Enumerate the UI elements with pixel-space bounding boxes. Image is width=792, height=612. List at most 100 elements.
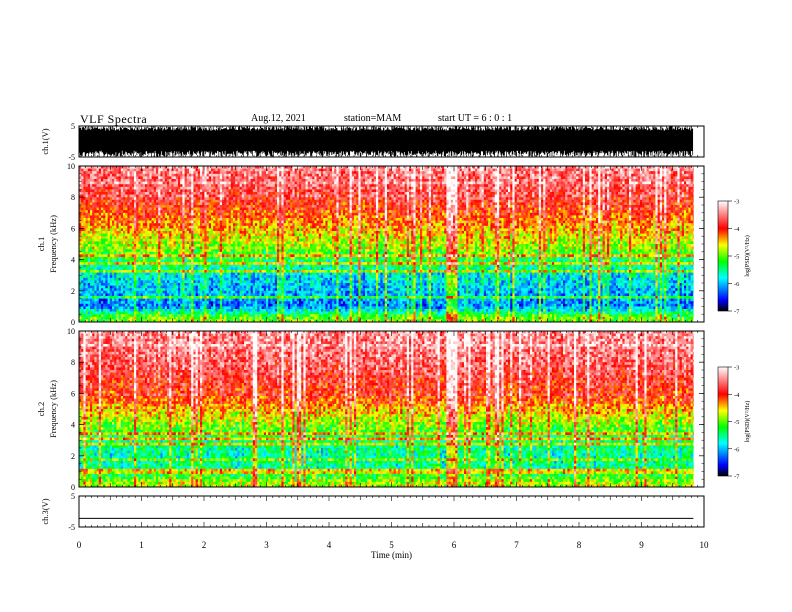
ch1-spectrogram-cell xyxy=(231,215,233,218)
ch1-spectrogram-cell xyxy=(108,257,110,260)
ch1-spectrogram-cell xyxy=(198,179,200,182)
ch1-spectrogram-cell xyxy=(180,205,182,208)
ch1-spectrogram-cell xyxy=(125,249,127,252)
ch1-spectrogram-cell xyxy=(251,208,253,211)
ch1-spectrogram-cell xyxy=(174,301,176,304)
ch1-spectrogram-cell xyxy=(92,213,94,216)
ch1-spectrogram-cell xyxy=(114,278,116,281)
ch1-spectrogram-cell xyxy=(125,171,127,174)
ch1-spectrogram-cell xyxy=(213,197,215,200)
ch1-spectrogram-cell xyxy=(213,215,215,218)
ch1-spectrogram-cell xyxy=(81,174,83,177)
ch1-spectrogram-cell xyxy=(141,210,143,213)
ch1-spectrogram-cell xyxy=(174,205,176,208)
ch1-spectrogram-cell xyxy=(235,280,237,283)
ch1-spectrogram-cell xyxy=(112,273,114,276)
ch1-spectrogram-cell xyxy=(83,252,85,255)
ch1-spectrogram-cell xyxy=(110,280,112,283)
ch1-spectrogram-cell xyxy=(141,189,143,192)
ch1-spectrogram-cell xyxy=(198,213,200,216)
ch1-spectrogram-cell xyxy=(189,260,191,263)
ch1-spectrogram-cell xyxy=(220,200,222,203)
ch1-spectrogram-cell xyxy=(176,226,178,229)
ch1-spectrogram-cell xyxy=(169,260,171,263)
ch1-spectrogram-cell xyxy=(130,267,132,270)
ch1-spectrogram-cell xyxy=(110,174,112,177)
ch1-spectrogram-cell xyxy=(97,244,99,247)
ch1-spectrogram-cell xyxy=(167,252,169,255)
ch1-spectrogram-cell xyxy=(251,239,253,242)
ch1-spectrogram-cell xyxy=(213,286,215,289)
ch1-spectrogram-cell xyxy=(167,257,169,260)
ch1-spectrogram-cell xyxy=(149,171,151,174)
ch1-spectrogram-cell xyxy=(116,213,118,216)
ch1-spectrogram-cell xyxy=(209,169,211,172)
ch1-spectrogram-cell xyxy=(187,249,189,252)
ch1-spectrogram-cell xyxy=(110,262,112,265)
ch1-spectrogram-cell xyxy=(240,312,242,315)
ch1-spectrogram-cell xyxy=(112,179,114,182)
ch1-spectrogram-cell xyxy=(218,293,220,296)
ch1-spectrogram-cell xyxy=(112,213,114,216)
ch1-spectrogram-cell xyxy=(103,192,105,195)
ch1-spectrogram-cell xyxy=(88,184,90,187)
ch1-spectrogram-cell xyxy=(187,278,189,281)
ch1-spectrogram-cell xyxy=(235,218,237,221)
ch1-spectrogram-cell xyxy=(105,239,107,242)
ch1-spectrogram-cell xyxy=(141,304,143,307)
ch1-spectrogram-cell xyxy=(231,293,233,296)
ch1-spectrogram-cell xyxy=(169,286,171,289)
ch1-spectrogram-cell xyxy=(248,262,250,265)
ch1-spectrogram-cell xyxy=(83,299,85,302)
ch1-spectrogram-cell xyxy=(165,205,167,208)
ch1-spectrogram-cell xyxy=(224,215,226,218)
ch1-spectrogram-cell xyxy=(143,309,145,312)
ch1-spectrogram-cell xyxy=(119,228,121,231)
ch1-spectrogram-cell xyxy=(180,275,182,278)
ch1-spectrogram-cell xyxy=(248,179,250,182)
ch1-spectrogram-cell xyxy=(229,301,231,304)
ch1-spectrogram-cell xyxy=(253,262,255,265)
ch1-spectrogram-cell xyxy=(178,218,180,221)
ch1-spectrogram-cell xyxy=(193,228,195,231)
ch1-spectrogram-cell xyxy=(94,301,96,304)
ch1-spectrogram-cell xyxy=(189,195,191,198)
ch1-spectrogram-cell xyxy=(125,176,127,179)
ch1-spectrogram-cell xyxy=(141,280,143,283)
ch1-spectrogram-cell xyxy=(110,288,112,291)
ch1-spectrogram-cell xyxy=(130,257,132,260)
ch1-spectrogram-cell xyxy=(88,257,90,260)
ch1-spectrogram-cell xyxy=(108,223,110,226)
ch1-spectrogram-cell xyxy=(127,208,129,211)
ch1-spectrogram-cell xyxy=(158,208,160,211)
ch1-spectrogram-cell xyxy=(127,174,129,177)
ch1-spectrogram-cell xyxy=(207,262,209,265)
ch1-spectrogram-cell xyxy=(112,278,114,281)
ch1-spectrogram-cell xyxy=(121,187,123,190)
ch1-spectrogram-cell xyxy=(160,262,162,265)
ch1-spectrogram-cell xyxy=(123,184,125,187)
ch1-spectrogram-cell xyxy=(253,254,255,257)
ch1-spectrogram-cell xyxy=(149,283,151,286)
ch1-spectrogram-cell xyxy=(86,195,88,198)
ch1-spectrogram-cell xyxy=(86,262,88,265)
ch1-spectrogram-cell xyxy=(110,247,112,250)
ch1-spectrogram-cell xyxy=(174,306,176,309)
ch1-spectrogram-cell xyxy=(121,278,123,281)
ch1-spectrogram-cell xyxy=(226,169,228,172)
ch1-spectrogram-cell xyxy=(108,275,110,278)
ch1-spectrogram-cell xyxy=(196,192,198,195)
ch1-spectrogram-cell xyxy=(237,304,239,307)
ch1-spectrogram-cell xyxy=(204,278,206,281)
ch1-spectrogram-cell xyxy=(253,252,255,255)
ch1-spectrogram-cell xyxy=(94,210,96,213)
ch1-spectrogram-cell xyxy=(160,195,162,198)
ch1-spectrogram-cell xyxy=(112,314,114,317)
ch1-spectrogram-cell xyxy=(233,260,235,263)
ch1-spectrogram-cell xyxy=(200,200,202,203)
ch1-spectrogram-cell xyxy=(81,278,83,281)
ch1-spectrogram-cell xyxy=(171,309,173,312)
ch1-spectrogram-cell xyxy=(127,182,129,185)
ch1-spectrogram-cell xyxy=(207,291,209,294)
ch1-spectrogram-cell xyxy=(213,296,215,299)
